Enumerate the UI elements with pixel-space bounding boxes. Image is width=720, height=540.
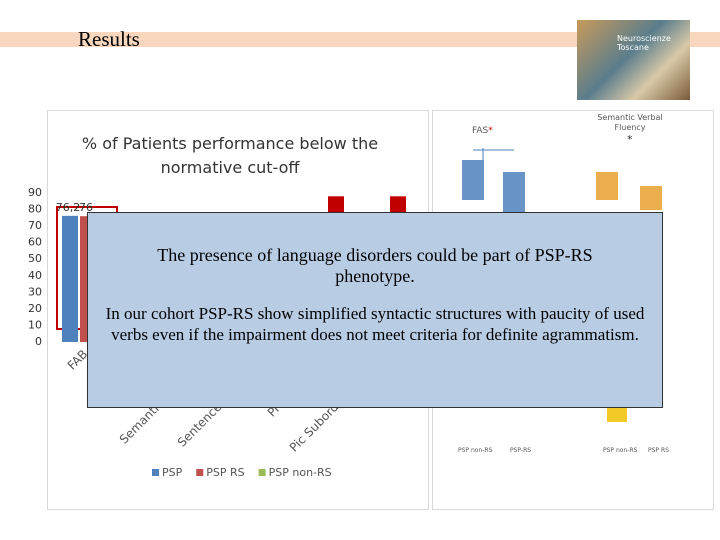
boxplot-category: PSP RS	[648, 447, 669, 454]
chart-title: % of Patients performance below the norm…	[81, 134, 379, 177]
boxplot-box	[596, 172, 618, 200]
y-tick-label: 40	[28, 269, 42, 282]
legend-swatch	[258, 469, 266, 476]
y-tick-label: 90	[28, 186, 42, 199]
y-tick-label: 70	[28, 219, 42, 232]
value-label: 76,2	[56, 201, 81, 214]
boxplot-category: PSP non-RS	[603, 447, 638, 454]
legend-label: PSP non-RS	[269, 466, 332, 479]
y-tick-label: 60	[28, 236, 42, 249]
boxplot-box	[503, 172, 525, 222]
legend-label: PSP RS	[206, 466, 244, 479]
logo: Neuroscienze Toscane	[577, 20, 690, 100]
overlay-paragraph: The presence of language disorders could…	[157, 245, 593, 286]
y-tick-label: 0	[35, 335, 42, 348]
y-tick-label: 80	[28, 203, 42, 216]
header-band	[0, 32, 720, 47]
legend-swatch	[152, 469, 159, 476]
boxplot-title: FAS*	[472, 126, 493, 136]
logo-text: Neuroscienze Toscane	[617, 34, 671, 52]
y-tick-label: 30	[28, 285, 42, 298]
boxplot-category: PSP non-RS	[458, 447, 493, 454]
bar	[62, 215, 78, 342]
boxplot-category: PSP-RS	[510, 447, 532, 454]
significance-marker: *	[488, 126, 493, 136]
y-tick-label: 10	[28, 318, 42, 331]
value-label: 76	[79, 201, 93, 214]
y-tick-label: 20	[28, 302, 42, 315]
boxplot-box	[640, 186, 662, 210]
y-tick-label: 50	[28, 252, 42, 265]
slide-title: Results	[78, 27, 140, 51]
legend-label: PSP	[162, 466, 183, 479]
legend-swatch	[196, 469, 204, 476]
overlay-paragraph: In our cohort PSP-RS show simplified syn…	[105, 304, 645, 344]
overlay-box: The presence of language disorders could…	[87, 212, 663, 408]
significance-marker: *	[627, 133, 633, 146]
boxplot-box	[462, 160, 484, 200]
boxplot-title-text: FAS	[472, 126, 489, 136]
boxplot-title: Semantic Verbal Fluency	[597, 113, 663, 132]
